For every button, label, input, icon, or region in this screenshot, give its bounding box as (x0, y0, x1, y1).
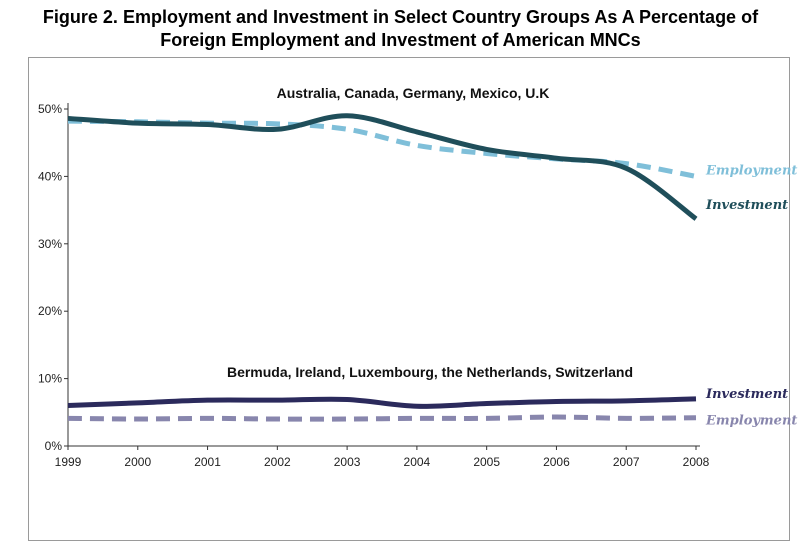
series-line-employment (67, 414, 697, 422)
series-line-investment (67, 113, 698, 221)
y-tick-label: 30% (38, 237, 62, 251)
x-tick-label: 2000 (124, 455, 151, 469)
x-tick-label: 2006 (543, 455, 570, 469)
x-tick-label: 2003 (334, 455, 361, 469)
chart-title: Figure 2. Employment and Investment in S… (0, 6, 801, 52)
series-label-investment: Investment (705, 387, 788, 402)
chart-frame (28, 57, 790, 541)
x-tick-label: 2007 (613, 455, 640, 469)
y-tick-label: 10% (38, 372, 62, 386)
x-axis: 1999 2000 2001 2002 2003 2004 2005 2006 2007 2008 (55, 445, 710, 469)
x-tick-label: 2005 (473, 455, 500, 469)
chart-title-line-1: Figure 2. Employment and Investment in S… (42, 7, 759, 27)
y-tick-label: 50% (38, 102, 62, 116)
x-tick-label: 2001 (194, 455, 221, 469)
y-tick-label: 40% (38, 169, 62, 183)
y-tick-label: 20% (38, 304, 62, 318)
x-tick-label: 1999 (55, 455, 82, 469)
series-line-investment (67, 396, 697, 409)
series-lines (67, 113, 698, 422)
series-line-employment (67, 118, 697, 179)
series-label-investment: Investment (705, 198, 788, 213)
series-label-employment: Employment (705, 414, 797, 429)
y-tick-label: 0% (45, 439, 63, 453)
chart-title-line-2: Foreign Employment and Investment of Ame… (160, 30, 641, 50)
y-axis: 0% 10% 20% 30% 40% 50% (38, 102, 69, 453)
x-tick-label: 2002 (264, 455, 291, 469)
country-group-label: Australia, Canada, Germany, Mexico, U.K (277, 85, 550, 101)
series-label-employment: Employment (705, 163, 797, 178)
x-tick-label: 2004 (404, 455, 431, 469)
x-tick-label: 2008 (683, 455, 710, 469)
country-group-label: Bermuda, Ireland, Luxembourg, the Nether… (227, 364, 633, 380)
series-labels: Australia, Canada, Germany, Mexico, U.K E… (227, 85, 797, 429)
